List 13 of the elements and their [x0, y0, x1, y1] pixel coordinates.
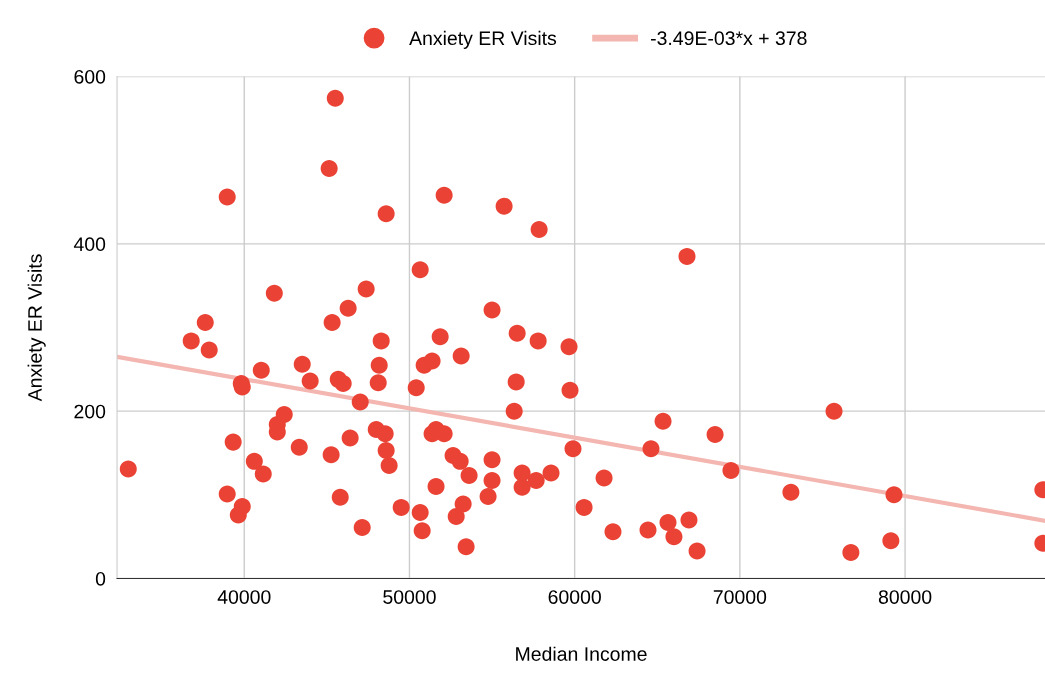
- y-axis-title: Anxiety ER Visits: [27, 254, 46, 402]
- legend-label: -3.49E-03*x + 378: [650, 31, 807, 46]
- x-axis-title: Median Income: [516, 646, 647, 661]
- x-tick-label: 60000: [548, 590, 601, 604]
- y-tick-label: 400: [73, 237, 106, 252]
- x-tick-label: 70000: [713, 590, 767, 604]
- x-tick-label: 80000: [878, 590, 932, 604]
- legend-label: Anxiety ER Visits: [409, 30, 557, 49]
- x-tick-label: 40000: [217, 590, 271, 604]
- y-tick-label: 600: [74, 69, 106, 84]
- y-tick-label: 0: [95, 571, 106, 586]
- y-tick-label: 200: [74, 404, 106, 419]
- x-tick-label: 50000: [383, 590, 436, 604]
